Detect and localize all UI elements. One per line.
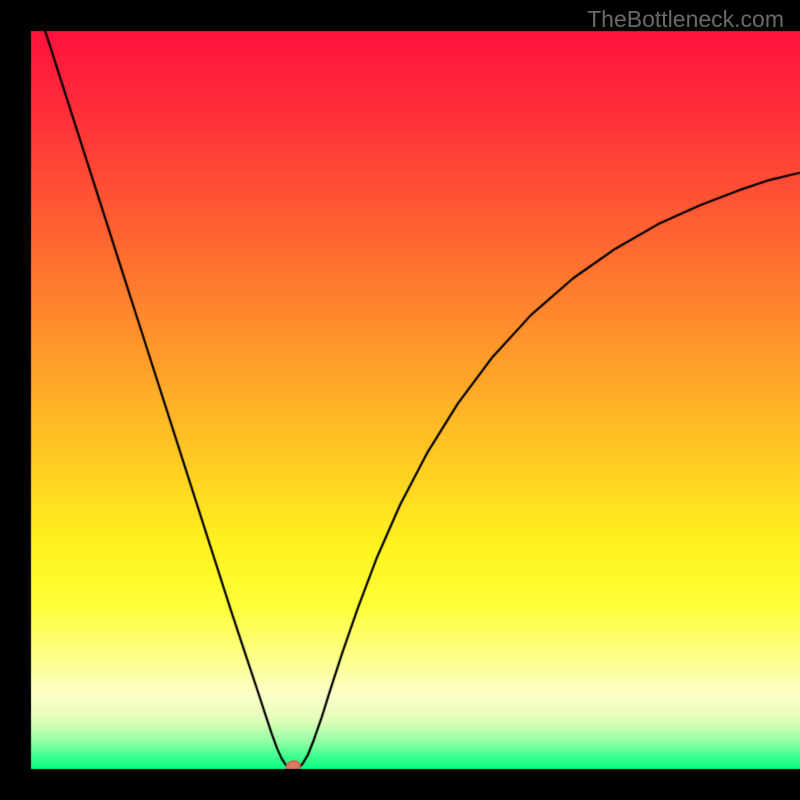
chart-container: TheBottleneck.com	[0, 0, 800, 800]
watermark-text: TheBottleneck.com	[587, 6, 784, 33]
bottleneck-curve-chart	[0, 0, 800, 800]
